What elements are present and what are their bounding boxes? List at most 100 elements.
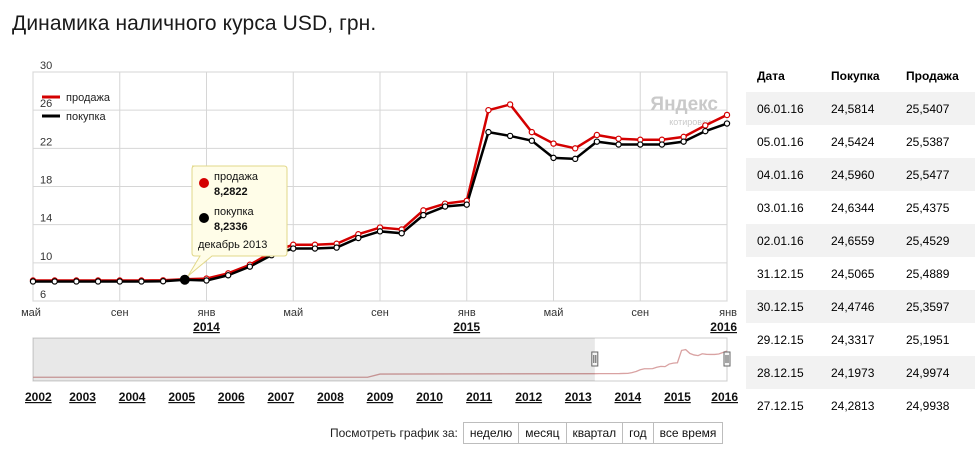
navigator-year-label[interactable]: 2011 [466, 390, 492, 404]
table-row: 02.01.16 24,6559 25,4529 [746, 224, 975, 257]
navigator-year-label[interactable]: 2012 [515, 390, 542, 404]
cell-date: 30.12.15 [757, 299, 804, 314]
x-month-label: май [544, 307, 564, 319]
cell-sell: 25,5407 [906, 101, 950, 116]
y-tick-label: 10 [40, 251, 52, 263]
x-month-label: янв [719, 307, 737, 319]
tooltip-buy-label: покупка [214, 206, 255, 218]
handle-grip [591, 351, 599, 367]
y-tick-label: 30 [40, 60, 52, 72]
navigator-year-label[interactable]: 2006 [218, 390, 245, 404]
table-row: 30.12.15 24,4746 25,3597 [746, 290, 975, 323]
buy-data-point [615, 141, 622, 148]
cell-sell: 25,5387 [906, 134, 950, 149]
buy-data-point [463, 201, 470, 208]
navigator-year-label[interactable]: 2004 [119, 390, 146, 404]
y-tick-label: 14 [40, 213, 52, 225]
buy-data-point [723, 120, 731, 127]
cell-sell: 25,5477 [906, 167, 950, 182]
buy-data-point [311, 245, 319, 252]
buy-data-point [528, 137, 536, 144]
cell-date: 27.12.15 [757, 398, 804, 413]
highlight-point [179, 274, 190, 285]
buy-data-point [680, 138, 687, 145]
cell-sell: 25,3597 [906, 299, 950, 314]
cell-date: 02.01.16 [757, 233, 804, 248]
table-row: 28.12.15 24,1973 24,9974 [746, 356, 975, 389]
range-year-button[interactable]: год [622, 422, 654, 444]
sell-data-point [528, 128, 536, 136]
navigator-year-label[interactable]: 2015 [664, 390, 691, 404]
tooltip-sell-label: продажа [214, 171, 259, 183]
cell-sell: 25,4529 [906, 233, 950, 248]
buy-data-point [441, 203, 449, 210]
navigator-right-handle[interactable] [723, 351, 731, 367]
buy-data-point [506, 132, 514, 140]
range-week-button[interactable]: неделю [462, 422, 520, 444]
navigator-year-label[interactable]: 2010 [416, 390, 443, 404]
navigator-year-label[interactable]: 2016 [711, 390, 738, 404]
x-month-label: сен [111, 307, 129, 319]
handle-grip [723, 351, 731, 367]
x-month-label: сен [371, 307, 389, 319]
cell-buy: 24,3317 [831, 332, 875, 347]
x-month-label: янв [458, 307, 476, 319]
navigator-year-label[interactable]: 2005 [168, 390, 195, 404]
cell-sell: 24,9974 [906, 365, 950, 380]
header-buy: Покупка [831, 69, 880, 83]
cell-sell: 24,9938 [906, 398, 950, 413]
table-row: 29.12.15 24,3317 25,1951 [746, 323, 975, 356]
rates-table-header: Дата Покупка Продажа [746, 60, 975, 92]
tooltip-buy-dot [199, 213, 209, 223]
navigator-year-label[interactable]: 2008 [317, 390, 344, 404]
navigator-year-label[interactable]: 2009 [367, 390, 394, 404]
table-row: 06.01.16 24,5814 25,5407 [746, 92, 975, 125]
navigator-year-label[interactable]: 2002 [25, 390, 52, 404]
buy-data-point [94, 278, 102, 285]
tooltip-period: декабрь 2013 [198, 239, 267, 251]
navigator-year-label[interactable]: 2013 [565, 390, 592, 404]
sell-data-point [615, 135, 622, 142]
table-row: 04.01.16 24,5960 25,5477 [746, 158, 975, 191]
buy-data-point [73, 278, 80, 285]
range-quarter-button[interactable]: квартал [565, 422, 624, 444]
buy-data-point [485, 128, 492, 136]
table-row: 31.12.15 24,5065 25,4889 [746, 257, 975, 290]
navigator-left-handle[interactable] [591, 351, 599, 367]
cell-buy: 24,5814 [831, 101, 875, 116]
x-year-label: 2014 [193, 320, 220, 334]
buy-data-point [593, 138, 601, 145]
cell-sell: 25,1951 [906, 332, 950, 347]
cell-buy: 24,4746 [831, 299, 875, 314]
range-month-button[interactable]: месяц [518, 422, 567, 444]
sell-data-point [702, 122, 709, 129]
table-row: 03.01.16 24,6344 25,4375 [746, 191, 975, 224]
y-tick-label: 6 [40, 289, 46, 301]
buy-data-point [203, 277, 210, 284]
chart-tooltip: продажа 8,2822 покупка 8,2336 декабрь 2013 [187, 165, 288, 277]
range-all-time-button[interactable]: все время [652, 422, 724, 444]
y-tick-label: 18 [40, 175, 52, 187]
tooltip-buy-value: 8,2336 [214, 221, 248, 233]
buy-data-point [333, 244, 340, 251]
cell-buy: 24,6559 [831, 233, 875, 248]
buy-data-point [138, 278, 145, 285]
range-selector: Посмотреть график за: неделю месяц кварт… [330, 422, 724, 444]
x-month-label: сен [631, 307, 649, 319]
buy-data-point [376, 228, 384, 235]
y-tick-label: 22 [40, 136, 52, 148]
range-label: Посмотреть график за: [330, 426, 458, 440]
navigator-year-label[interactable]: 2003 [69, 390, 96, 404]
buy-data-point [159, 278, 167, 285]
navigator-year-label[interactable]: 2014 [615, 390, 642, 404]
x-year-label: 2016 [710, 320, 737, 334]
x-month-label: май [21, 307, 41, 319]
sell-data-point [550, 140, 557, 147]
cell-sell: 25,4889 [906, 266, 950, 281]
navigator-year-label[interactable]: 2007 [268, 390, 295, 404]
legend-sell-label: продажа [66, 92, 111, 104]
cell-date: 05.01.16 [757, 134, 804, 149]
x-month-label: янв [198, 307, 216, 319]
y-tick-label: 26 [40, 98, 52, 110]
